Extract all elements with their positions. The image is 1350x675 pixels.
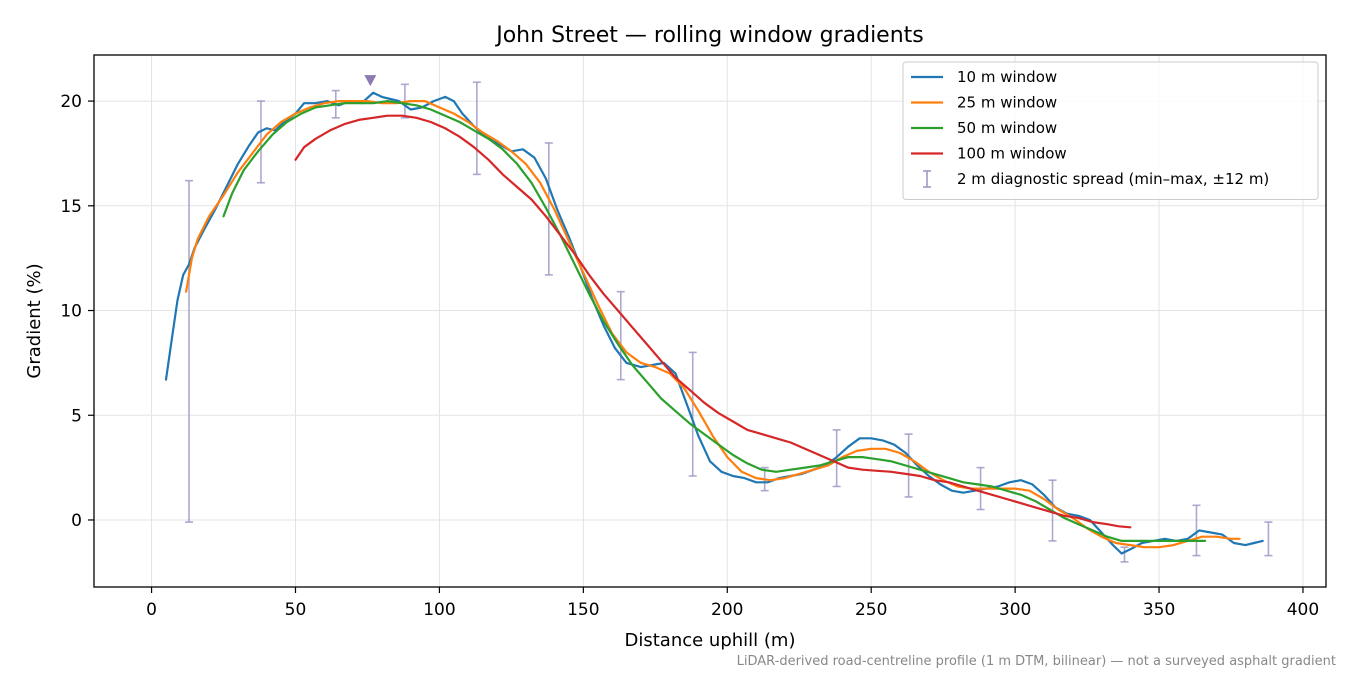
spread-bar <box>1192 504 1201 557</box>
x-tick-label: 350 <box>1143 600 1175 620</box>
spread-bar <box>688 351 697 477</box>
series-line <box>185 100 1241 549</box>
series-line <box>164 91 1264 555</box>
series-line <box>222 100 1207 542</box>
legend-label: 25 m window <box>957 94 1057 112</box>
x-tick-label: 200 <box>711 600 743 620</box>
y-tick-label: 10 <box>60 302 82 322</box>
legend-label: 100 m window <box>957 145 1067 163</box>
series-lines <box>164 91 1264 555</box>
legend: 10 m window 25 m window 50 m window 100 m w… <box>902 61 1319 200</box>
y-tick-label: 5 <box>71 406 82 426</box>
spread-bar <box>616 290 625 381</box>
legend-label: 10 m window <box>957 68 1057 86</box>
y-tick-label: 0 <box>71 511 82 531</box>
legend-box <box>902 61 1319 200</box>
y-tick-label: 15 <box>60 197 82 217</box>
peak-marker-triangle <box>364 75 377 87</box>
spread-bar <box>544 142 553 276</box>
peak-marker <box>364 75 377 87</box>
x-tick-label: 0 <box>146 600 157 620</box>
spread-bar <box>184 179 193 523</box>
x-tick-label: 250 <box>855 600 887 620</box>
footnote: LiDAR-derived road-centreline profile (1… <box>737 654 1336 669</box>
series-line <box>294 114 1132 529</box>
x-tick-label: 400 <box>1287 600 1319 620</box>
legend-label: 2 m diagnostic spread (min–max, ±12 m) <box>957 170 1269 188</box>
spread-bar <box>1264 521 1273 557</box>
x-tick-label: 100 <box>423 600 455 620</box>
axis-ticks: 0 50 100 150 200 250 300 350 400 0 5 10 15 20 <box>60 92 1319 620</box>
y-tick-label: 20 <box>60 92 82 112</box>
x-tick-label: 150 <box>567 600 599 620</box>
chart-title: John Street — rolling window gradients <box>494 23 924 48</box>
x-tick-label: 50 <box>285 600 307 620</box>
x-axis-label: Distance uphill (m) <box>625 630 796 651</box>
spread-bar <box>1120 546 1129 563</box>
plot-frame <box>93 54 1327 588</box>
legend-label: 50 m window <box>957 119 1057 137</box>
x-tick-label: 300 <box>999 600 1031 620</box>
y-axis-label: Gradient (%) <box>24 263 45 378</box>
